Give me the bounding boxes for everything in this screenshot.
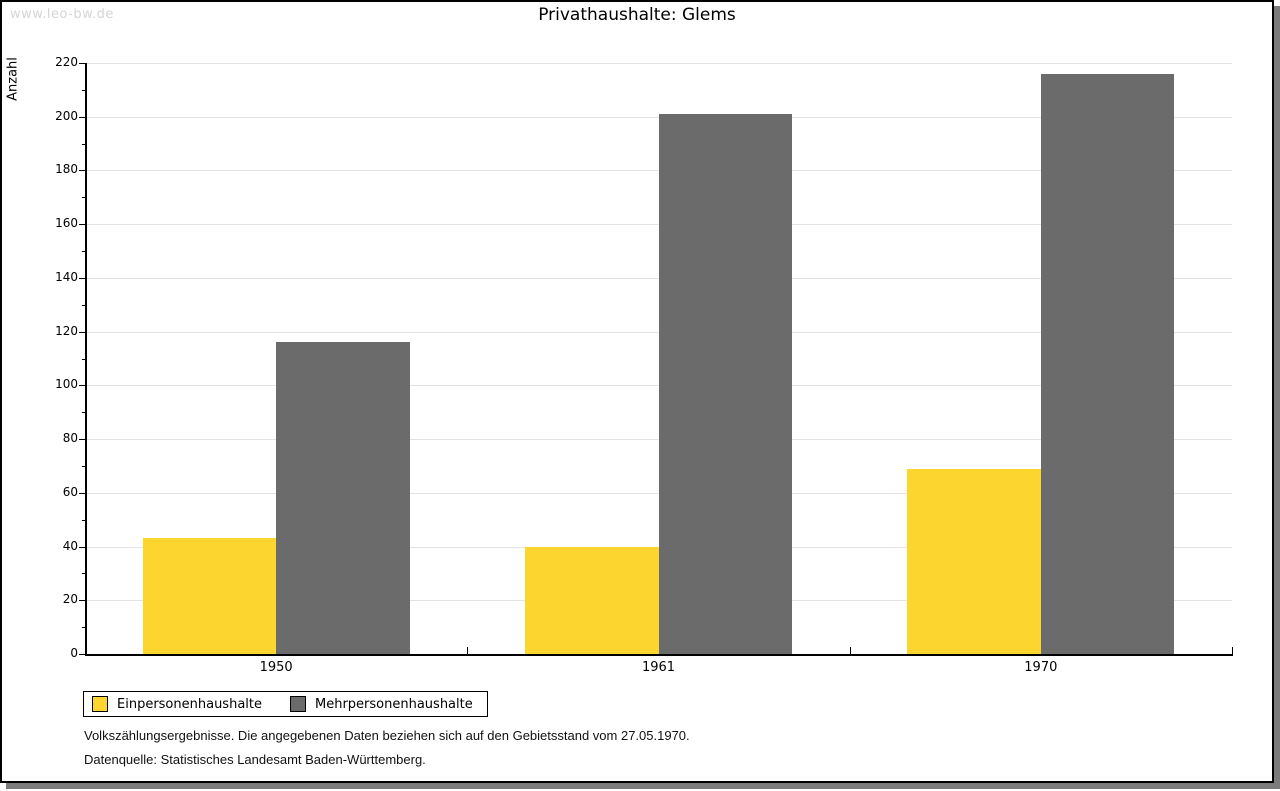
bar-einpersonenhaushalte-1970: [907, 468, 1041, 654]
y-axis-tick-minor: [82, 412, 85, 414]
y-tick-label: 180: [55, 162, 78, 177]
bar-mehrpersonenhaushalte-1961: [658, 114, 792, 654]
bar-mehrpersonenhaushalte-1970: [1040, 73, 1175, 654]
y-axis-tick-major: [79, 439, 85, 441]
legend-item: Mehrpersonenhaushalte: [290, 696, 473, 712]
x-axis-tick: [1232, 647, 1233, 654]
y-tick-label: 160: [55, 216, 78, 231]
legend-label: Mehrpersonenhaushalte: [315, 696, 473, 712]
y-tick-label: 80: [62, 431, 78, 446]
y-tick-label: 200: [55, 108, 78, 123]
y-axis-tick-major: [79, 63, 85, 64]
y-axis-tick-minor: [82, 89, 85, 91]
y-axis-tick-major: [79, 331, 85, 333]
y-tick-label: 60: [62, 484, 78, 499]
x-tick-label: 1950: [259, 660, 293, 675]
y-axis-tick-major: [79, 546, 85, 548]
y-tick-label: 100: [55, 377, 78, 392]
x-axis-tick: [467, 647, 469, 654]
footnote-data-source: Datenquelle: Statistisches Landesamt Bad…: [84, 752, 426, 767]
legend-swatch-icon: [290, 696, 306, 712]
bar-mehrpersonenhaushalte-1950: [276, 342, 410, 654]
y-axis-tick-major: [79, 170, 85, 172]
y-axis-tick-minor: [82, 465, 85, 467]
y-axis-label: Anzahl: [5, 57, 21, 101]
x-tick-label: 1970: [1024, 660, 1058, 675]
y-tick-label: 0: [70, 646, 78, 660]
y-axis-tick-major: [79, 385, 85, 387]
y-axis-tick-major: [79, 492, 85, 494]
bar-einpersonenhaushalte-1961: [525, 546, 659, 654]
legend: Einpersonenhaushalte Mehrpersonenhaushalt…: [83, 691, 488, 717]
y-axis-tick-minor: [82, 519, 85, 521]
y-axis-tick-major: [79, 654, 85, 655]
y-axis-tick-minor: [82, 627, 85, 629]
x-axis-line: [85, 654, 1233, 656]
legend-item: Einpersonenhaushalte: [92, 696, 262, 712]
y-axis-tick-major: [79, 116, 85, 118]
y-axis-tick-major: [79, 600, 85, 602]
y-axis-tick-minor: [82, 143, 85, 145]
y-axis-tick-minor: [82, 573, 85, 575]
y-tick-label: 20: [62, 592, 78, 607]
y-tick-label: 40: [62, 538, 78, 553]
x-axis-tick: [849, 647, 851, 654]
gridline: [85, 63, 1232, 64]
y-axis-tick-major: [79, 224, 85, 226]
y-tick-label: 220: [55, 55, 78, 69]
y-axis-line: [85, 63, 87, 654]
y-tick-label: 120: [55, 323, 78, 338]
y-tick-label: 140: [55, 269, 78, 284]
legend-label: Einpersonenhaushalte: [117, 696, 262, 712]
footnote-source-note: Volkszählungsergebnisse. Die angegebenen…: [84, 728, 690, 743]
y-axis-tick-minor: [82, 197, 85, 199]
chart-title: Privathaushalte: Glems: [538, 5, 736, 25]
y-axis-tick-major: [79, 277, 85, 279]
legend-swatch-icon: [92, 696, 108, 712]
x-tick-label: 1961: [641, 660, 676, 675]
watermark: www.leo-bw.de: [10, 7, 114, 22]
y-axis-tick-minor: [82, 358, 85, 360]
bar-einpersonenhaushalte-1950: [142, 538, 277, 654]
y-axis-tick-minor: [82, 251, 85, 253]
y-axis-tick-minor: [82, 304, 85, 306]
